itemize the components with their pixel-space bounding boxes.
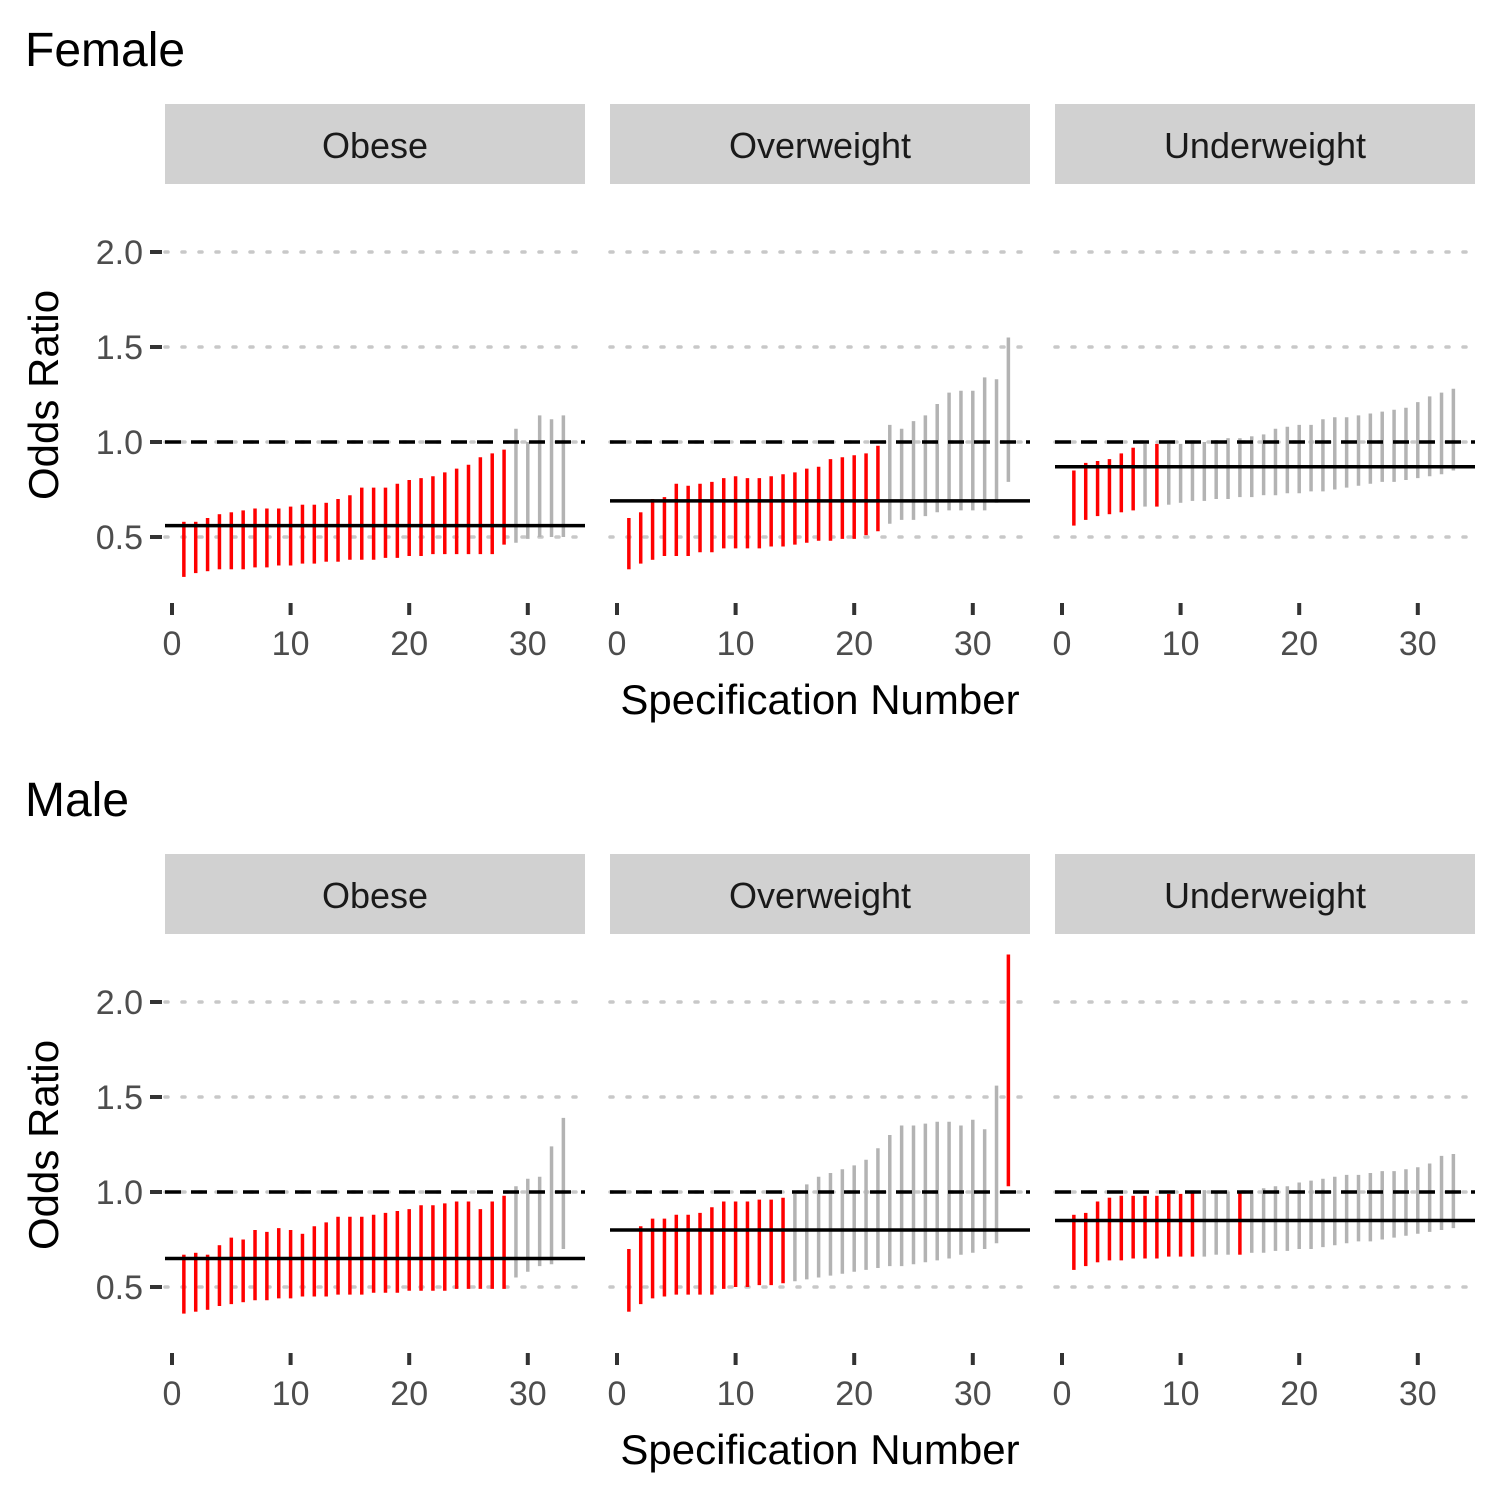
facet-strip: [610, 854, 1030, 934]
facet-underweight: Underweight 0 10 20 30: [1053, 104, 1477, 663]
facet-strip-label: Overweight: [729, 875, 911, 916]
facet-strip-label: Overweight: [729, 125, 911, 166]
x-tick-label: 30: [954, 1375, 992, 1413]
group-female: Female Odds Ratio 0.5 1.0 1.5 2.0 Specificatio…: [20, 24, 1477, 723]
facet-obese: Obese 0 10 20 30: [163, 854, 587, 1413]
facet-underweight: Underweight 0 10 20 30: [1053, 854, 1477, 1413]
x-tick-label: 30: [1399, 625, 1437, 663]
x-tick-label: 20: [1280, 625, 1318, 663]
group-title: Female: [25, 24, 185, 77]
y-tick-label: 2.0: [96, 234, 143, 272]
facet-strip-label: Underweight: [1164, 125, 1366, 166]
x-tick-label: 0: [608, 625, 627, 663]
x-tick-label: 20: [835, 1375, 873, 1413]
y-axis-title: Odds Ratio: [20, 290, 67, 500]
x-tick-label: 10: [272, 625, 310, 663]
group-male: Male Odds Ratio 0.5 1.0 1.5 2.0 Specification …: [20, 774, 1477, 1473]
y-tick-label: 0.5: [96, 1269, 143, 1307]
facet-overweight: Overweight 0 10 20 30: [608, 104, 1032, 663]
y-tick-label: 1.0: [96, 1174, 143, 1212]
x-tick-label: 10: [1162, 625, 1200, 663]
y-axis-title: Odds Ratio: [20, 1040, 67, 1250]
x-tick-label: 0: [163, 625, 182, 663]
x-tick-label: 20: [390, 1375, 428, 1413]
x-tick-label: 30: [1399, 1375, 1437, 1413]
x-tick-label: 0: [1053, 1375, 1072, 1413]
facet-obese: Obese 0 10 20 30: [163, 104, 587, 663]
x-tick-label: 10: [717, 1375, 755, 1413]
x-tick-label: 10: [1162, 1375, 1200, 1413]
facet-overweight: Overweight 0 10 20 30: [608, 854, 1032, 1413]
x-tick-label: 10: [272, 1375, 310, 1413]
facet-strip: [610, 104, 1030, 184]
x-tick-label: 0: [1053, 625, 1072, 663]
facet-strip-label: Obese: [322, 125, 428, 166]
y-tick-label: 1.5: [96, 1079, 143, 1117]
y-tick-label: 1.5: [96, 329, 143, 367]
y-tick-label: 0.5: [96, 519, 143, 557]
x-tick-label: 0: [163, 1375, 182, 1413]
x-tick-label: 30: [509, 1375, 547, 1413]
x-tick-label: 20: [835, 625, 873, 663]
facet-strip: [165, 854, 585, 934]
y-tick-label: 2.0: [96, 984, 143, 1022]
x-axis-title: Specification Number: [620, 1426, 1019, 1473]
x-tick-label: 20: [1280, 1375, 1318, 1413]
x-tick-label: 20: [390, 625, 428, 663]
facet-strip: [1055, 104, 1475, 184]
y-tick-label: 1.0: [96, 424, 143, 462]
x-tick-label: 30: [954, 625, 992, 663]
x-tick-label: 10: [717, 625, 755, 663]
group-title: Male: [25, 774, 129, 827]
x-tick-label: 30: [509, 625, 547, 663]
facet-strip-label: Obese: [322, 875, 428, 916]
x-tick-label: 0: [608, 1375, 627, 1413]
facet-strip: [165, 104, 585, 184]
facet-strip-label: Underweight: [1164, 875, 1366, 916]
facet-strip: [1055, 854, 1475, 934]
x-axis-title: Specification Number: [620, 676, 1019, 723]
